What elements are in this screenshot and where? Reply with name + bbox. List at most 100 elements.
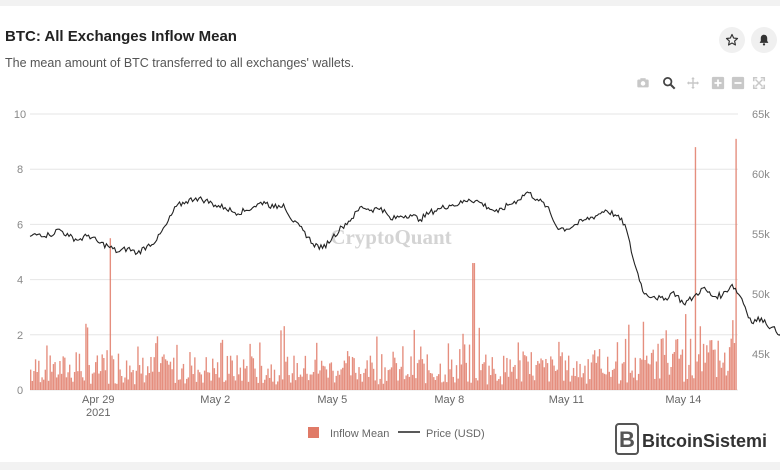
inflow-bar — [709, 340, 711, 390]
notification-button[interactable] — [751, 27, 777, 53]
inflow-bar — [494, 373, 497, 390]
inflow-bar — [522, 351, 524, 390]
inflow-bar — [421, 359, 424, 390]
inflow-bar — [56, 377, 58, 390]
inflow-bar — [108, 383, 110, 390]
inflow-bar — [672, 353, 674, 390]
inflow-bar — [381, 354, 383, 390]
inflow-bar — [569, 381, 571, 390]
inflow-bar — [423, 363, 425, 390]
inflow-bar — [637, 373, 640, 390]
inflow-bar — [712, 349, 715, 390]
inflow-bar — [34, 359, 37, 390]
inflow-bar — [444, 374, 446, 390]
inflow-bar — [639, 358, 641, 390]
inflow-bar — [138, 365, 141, 390]
inflow-bar — [333, 382, 336, 390]
x-tick-label: Apr 29 — [82, 394, 114, 406]
inflow-bar — [475, 378, 477, 390]
inflow-bar — [215, 374, 217, 390]
inflow-bar — [286, 356, 289, 390]
inflow-bar — [673, 351, 676, 390]
inflow-bar — [320, 360, 323, 390]
inflow-bar — [618, 383, 620, 390]
inflow-bar — [156, 336, 159, 390]
inflow-bar — [446, 382, 448, 390]
inflow-bar — [428, 370, 430, 390]
inflow-bar — [449, 369, 451, 390]
x-tick-label: May 11 — [549, 394, 584, 406]
inflow-bar — [665, 330, 667, 390]
zoom-out-icon[interactable] — [731, 76, 745, 90]
inflow-bar — [574, 375, 576, 390]
zoom-icon[interactable] — [662, 76, 676, 90]
inflow-bar — [77, 371, 79, 390]
inflow-bar — [454, 382, 456, 390]
favorite-button[interactable] — [719, 27, 745, 53]
pan-icon[interactable] — [686, 76, 700, 90]
inflow-bar — [376, 336, 378, 390]
inflow-bar — [593, 350, 596, 390]
inflow-bar — [629, 372, 632, 390]
inflow-bar — [502, 355, 505, 390]
inflow-bar — [626, 382, 628, 390]
inflow-bar — [567, 355, 570, 390]
inflow-bar — [441, 382, 443, 390]
inflow-bar — [244, 368, 246, 390]
star-icon — [725, 33, 739, 46]
inflow-bar — [259, 342, 261, 390]
inflow-bar — [392, 351, 394, 390]
inflow-bar — [704, 362, 706, 390]
inflow-bar — [447, 343, 450, 390]
inflow-bar — [470, 382, 472, 390]
inflow-bar — [116, 383, 118, 390]
inflow-bar — [285, 361, 287, 390]
inflow-bar — [597, 356, 599, 390]
inflow-bar — [559, 356, 562, 390]
inflow-bar — [135, 370, 138, 390]
inflow-bar — [374, 380, 376, 390]
inflow-bar — [670, 366, 672, 390]
inflow-bar — [473, 263, 476, 390]
inflow-bar — [283, 326, 285, 390]
inflow-bar — [57, 374, 60, 390]
camera-icon[interactable] — [636, 76, 650, 90]
inflow-bar — [715, 377, 718, 390]
inflow-bar — [463, 344, 466, 390]
inflow-bar — [44, 369, 47, 390]
inflow-bar — [675, 339, 677, 390]
inflow-bar — [130, 372, 133, 390]
inflow-bar — [472, 263, 474, 390]
reset-axes-icon[interactable] — [752, 76, 766, 90]
inflow-bar — [223, 381, 225, 390]
inflow-bar — [151, 371, 154, 390]
inflow-bar — [62, 356, 64, 390]
inflow-bar — [727, 370, 729, 390]
inflow-bar — [342, 367, 344, 390]
inflow-bar — [111, 355, 113, 390]
inflow-bar — [571, 375, 573, 390]
inflow-bar — [732, 320, 734, 390]
legend-label-inflow: Inflow Mean — [330, 428, 389, 440]
inflow-bar — [400, 366, 402, 390]
inflow-bar — [33, 371, 35, 390]
inflow-bar — [363, 372, 365, 390]
zoom-in-icon[interactable] — [711, 76, 725, 90]
brand-logo-text: BitcoinSistemi — [642, 431, 767, 451]
legend-label-price: Price (USD) — [426, 428, 485, 440]
inflow-bar — [213, 368, 216, 390]
inflow-bar — [161, 356, 164, 390]
inflow-bar — [368, 376, 370, 390]
inflow-bar — [260, 365, 263, 390]
inflow-bar — [246, 365, 248, 390]
inflow-bar — [405, 375, 407, 390]
inflow-bar — [644, 359, 646, 390]
inflow-bar — [634, 357, 637, 390]
inflow-bar — [332, 370, 334, 390]
inflow-bar — [247, 381, 250, 390]
inflow-bar — [142, 357, 144, 390]
inflow-bar — [268, 377, 271, 390]
inflow-bar — [148, 373, 151, 390]
y-left-tick-label: 8 — [17, 164, 23, 176]
